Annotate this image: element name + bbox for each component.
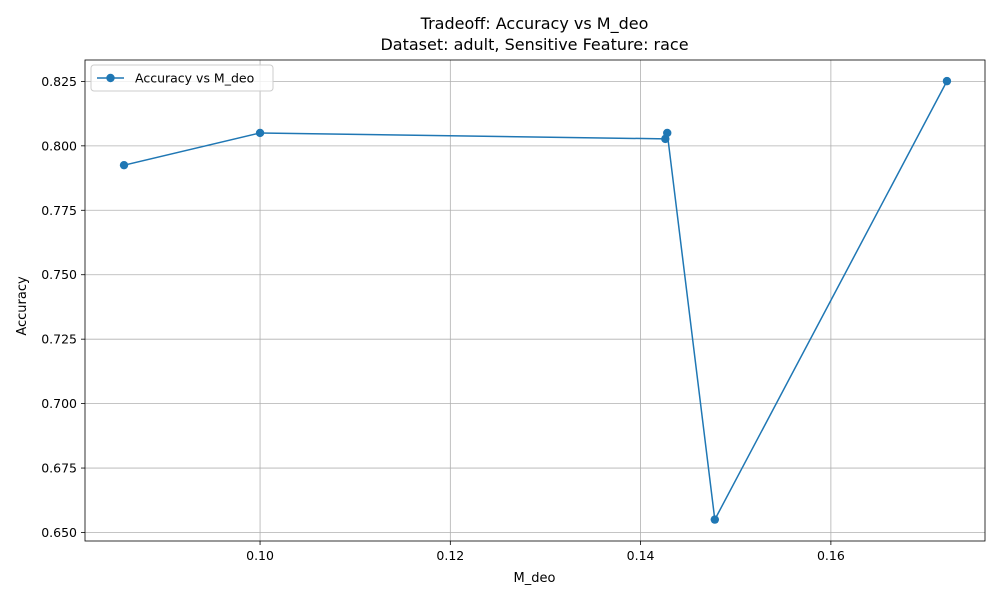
data-point	[255, 128, 265, 138]
series-layer	[119, 76, 952, 524]
plot-frame	[84, 59, 986, 542]
series-line	[123, 80, 948, 521]
y-tick-label: 0.675	[41, 461, 77, 476]
x-tick-label: 0.14	[627, 548, 655, 563]
data-point	[119, 160, 129, 170]
y-tick-label: 0.725	[41, 332, 77, 347]
chart-subtitle: Dataset: adult, Sensitive Feature: race	[380, 35, 688, 54]
y-tick-label: 0.650	[41, 525, 77, 540]
x-tick-label: 0.16	[817, 548, 845, 563]
y-tick-label: 0.800	[41, 138, 77, 153]
legend: Accuracy vs M_deo	[90, 64, 274, 92]
data-point	[663, 128, 672, 138]
data-point	[710, 515, 720, 524]
legend-marker-icon	[106, 73, 115, 83]
chart-title: Tradeoff: Accuracy vs M_deo	[420, 14, 649, 34]
legend-box	[90, 64, 274, 92]
y-axis-label: Accuracy	[15, 276, 30, 336]
data-point	[942, 76, 952, 86]
y-tick-label: 0.750	[41, 267, 77, 282]
x-tick-label: 0.12	[436, 548, 464, 563]
grid	[85, 60, 985, 541]
y-tick-label: 0.775	[41, 203, 77, 218]
axes: 0.10 0.12 0.14 0.16 0.650 0.675 0.700 0.725 0.75…	[41, 59, 986, 563]
y-tick-label: 0.825	[41, 74, 77, 89]
legend-label: Accuracy vs M_deo	[135, 71, 254, 86]
x-tick-label: 0.10	[246, 548, 274, 563]
y-tick-label: 0.700	[41, 396, 77, 411]
x-axis-label: M_deo	[514, 571, 556, 586]
